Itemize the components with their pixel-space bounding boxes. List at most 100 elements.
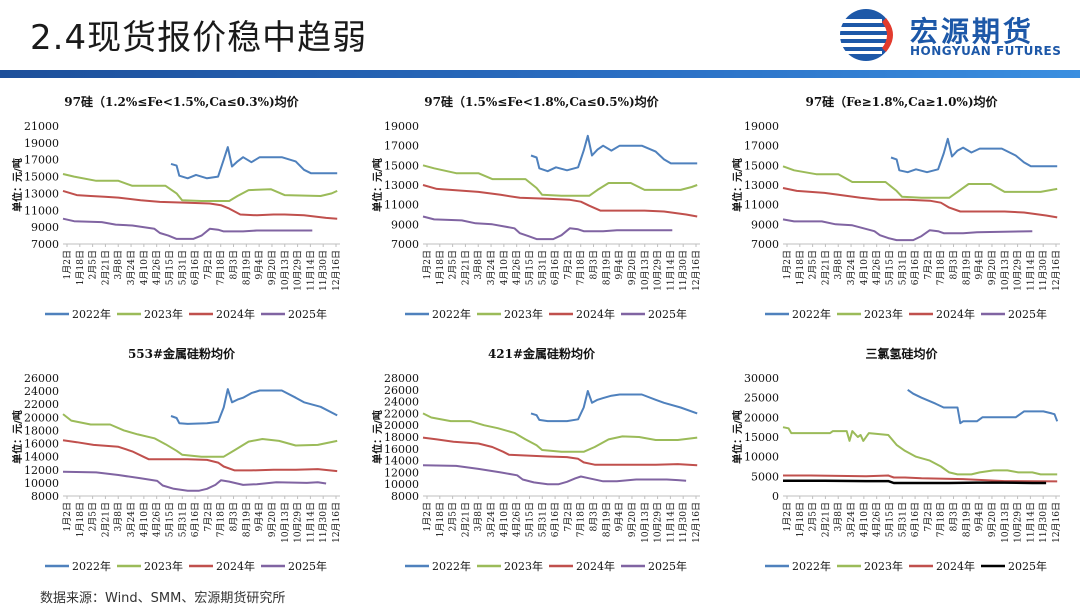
legend-label: 2025年 bbox=[1008, 307, 1047, 321]
x-tick-label: 6月16日 bbox=[910, 502, 921, 537]
x-tick-label: 4月26日 bbox=[512, 502, 523, 537]
x-tick-label: 5月31日 bbox=[897, 250, 908, 285]
legend-label: 2024年 bbox=[576, 307, 615, 321]
legend-label: 2025年 bbox=[648, 307, 687, 321]
y-tick-label: 19000 bbox=[24, 137, 59, 150]
x-tick-label: 7月18日 bbox=[936, 250, 947, 285]
x-tick-label: 2月21日 bbox=[460, 502, 471, 537]
y-tick-label: 10000 bbox=[384, 478, 419, 491]
x-tick-label: 10月13日 bbox=[280, 250, 291, 291]
y-tick-label: 17000 bbox=[384, 140, 419, 153]
x-tick-label: 8月3日 bbox=[949, 250, 960, 279]
x-tick-label: 8月3日 bbox=[229, 502, 240, 531]
x-tick-label: 11月30日 bbox=[678, 250, 689, 291]
x-tick-label: 4月10日 bbox=[859, 250, 870, 285]
x-tick-label: 3月24日 bbox=[846, 502, 857, 537]
legend-label: 2024年 bbox=[576, 559, 615, 573]
x-tick-label: 12月16日 bbox=[691, 502, 702, 543]
y-tick-label: 10000 bbox=[744, 451, 779, 464]
x-tick-label: 4月10日 bbox=[499, 250, 510, 285]
y-tick-label: 17000 bbox=[744, 140, 779, 153]
x-tick-label: 10月29日 bbox=[1013, 502, 1024, 543]
x-tick-label: 5月15日 bbox=[524, 502, 535, 537]
y-tick-label: 30000 bbox=[744, 372, 779, 385]
x-tick-label: 11月14日 bbox=[665, 502, 676, 543]
series-line-2025年 bbox=[62, 217, 313, 240]
x-tick-label: 7月2日 bbox=[203, 502, 214, 531]
series-line-2022年 bbox=[530, 134, 698, 173]
x-tick-label: 1月18日 bbox=[795, 502, 806, 537]
x-tick-label: 8月19日 bbox=[601, 250, 612, 285]
legend-label: 2022年 bbox=[72, 307, 111, 321]
legend-label: 2025年 bbox=[288, 307, 327, 321]
legend-label: 2023年 bbox=[504, 307, 543, 321]
series-line-2022年 bbox=[170, 388, 338, 425]
y-tick-label: 19000 bbox=[384, 120, 419, 133]
y-tick-label: 14000 bbox=[24, 451, 59, 464]
x-tick-label: 7月2日 bbox=[923, 502, 934, 531]
slide-title: 2.4现货报价稳中趋弱 bbox=[30, 18, 368, 58]
x-tick-label: 11月14日 bbox=[1025, 250, 1036, 291]
x-tick-label: 7月2日 bbox=[203, 250, 214, 279]
x-tick-label: 3月24日 bbox=[846, 250, 857, 285]
y-tick-label: 24000 bbox=[24, 385, 59, 398]
x-tick-label: 11月30日 bbox=[1038, 502, 1049, 543]
series-line-2024年 bbox=[782, 187, 1058, 219]
y-tick-label: 25000 bbox=[744, 392, 779, 405]
x-tick-label: 6月16日 bbox=[550, 250, 561, 285]
y-tick-label: 7000 bbox=[751, 238, 779, 251]
y-tick-label: 20000 bbox=[384, 419, 419, 432]
y-axis-label: 单位：元/吨 bbox=[371, 158, 384, 212]
x-tick-label: 9月20日 bbox=[267, 502, 278, 537]
y-tick-label: 20000 bbox=[744, 411, 779, 424]
x-tick-label: 11月30日 bbox=[318, 250, 329, 291]
y-tick-label: 13000 bbox=[24, 187, 59, 200]
x-tick-label: 6月16日 bbox=[550, 502, 561, 537]
header-divider bbox=[0, 70, 1080, 78]
x-tick-label: 11月14日 bbox=[305, 250, 316, 291]
chart-title: 97硅（1.5%≤Fe<1.8%,Ca≤0.5%)均价 bbox=[424, 94, 659, 109]
series-line-2023年 bbox=[782, 165, 1058, 199]
series-line-2023年 bbox=[62, 173, 338, 202]
x-tick-label: 2月5日 bbox=[88, 250, 99, 279]
series-line-2025年 bbox=[422, 464, 687, 486]
x-tick-label: 11月30日 bbox=[318, 502, 329, 543]
x-tick-label: 12月16日 bbox=[1051, 250, 1062, 291]
series-line-2022年 bbox=[890, 137, 1058, 174]
series-line-2022年 bbox=[530, 390, 698, 423]
x-tick-label: 3月24日 bbox=[126, 502, 137, 537]
x-tick-label: 9月4日 bbox=[614, 250, 625, 279]
y-tick-label: 11000 bbox=[384, 199, 419, 212]
legend-label: 2024年 bbox=[216, 559, 255, 573]
x-tick-label: 6月16日 bbox=[190, 250, 201, 285]
y-tick-label: 19000 bbox=[744, 120, 779, 133]
x-tick-label: 1月18日 bbox=[435, 250, 446, 285]
chart-title: 97硅（Fe≥1.8%,Ca≥1.0%)均价 bbox=[805, 94, 998, 109]
y-tick-label: 22000 bbox=[24, 398, 59, 411]
x-tick-label: 7月18日 bbox=[576, 502, 587, 537]
y-tick-label: 7000 bbox=[31, 238, 59, 251]
x-tick-label: 5月15日 bbox=[884, 502, 895, 537]
x-tick-label: 5月15日 bbox=[164, 502, 175, 537]
x-tick-label: 2月5日 bbox=[448, 250, 459, 279]
y-tick-label: 13000 bbox=[744, 179, 779, 192]
x-tick-label: 12月16日 bbox=[331, 502, 342, 543]
x-tick-label: 3月8日 bbox=[113, 502, 124, 531]
x-tick-label: 4月26日 bbox=[512, 250, 523, 285]
legend-label: 2022年 bbox=[792, 559, 831, 573]
x-tick-label: 10月29日 bbox=[293, 502, 304, 543]
legend-label: 2022年 bbox=[792, 307, 831, 321]
x-tick-label: 4月10日 bbox=[499, 502, 510, 537]
series-line-2023年 bbox=[422, 164, 698, 197]
x-tick-label: 4月10日 bbox=[859, 502, 870, 537]
y-axis-label: 单位：元/吨 bbox=[731, 158, 744, 212]
y-tick-label: 8000 bbox=[31, 490, 59, 503]
x-tick-label: 9月20日 bbox=[987, 502, 998, 537]
x-tick-label: 3月24日 bbox=[486, 502, 497, 537]
y-axis-label: 单位：元/吨 bbox=[11, 410, 24, 464]
legend-label: 2024年 bbox=[216, 307, 255, 321]
y-tick-label: 9000 bbox=[31, 221, 59, 234]
x-tick-label: 11月14日 bbox=[665, 250, 676, 291]
x-tick-label: 7月2日 bbox=[923, 250, 934, 279]
